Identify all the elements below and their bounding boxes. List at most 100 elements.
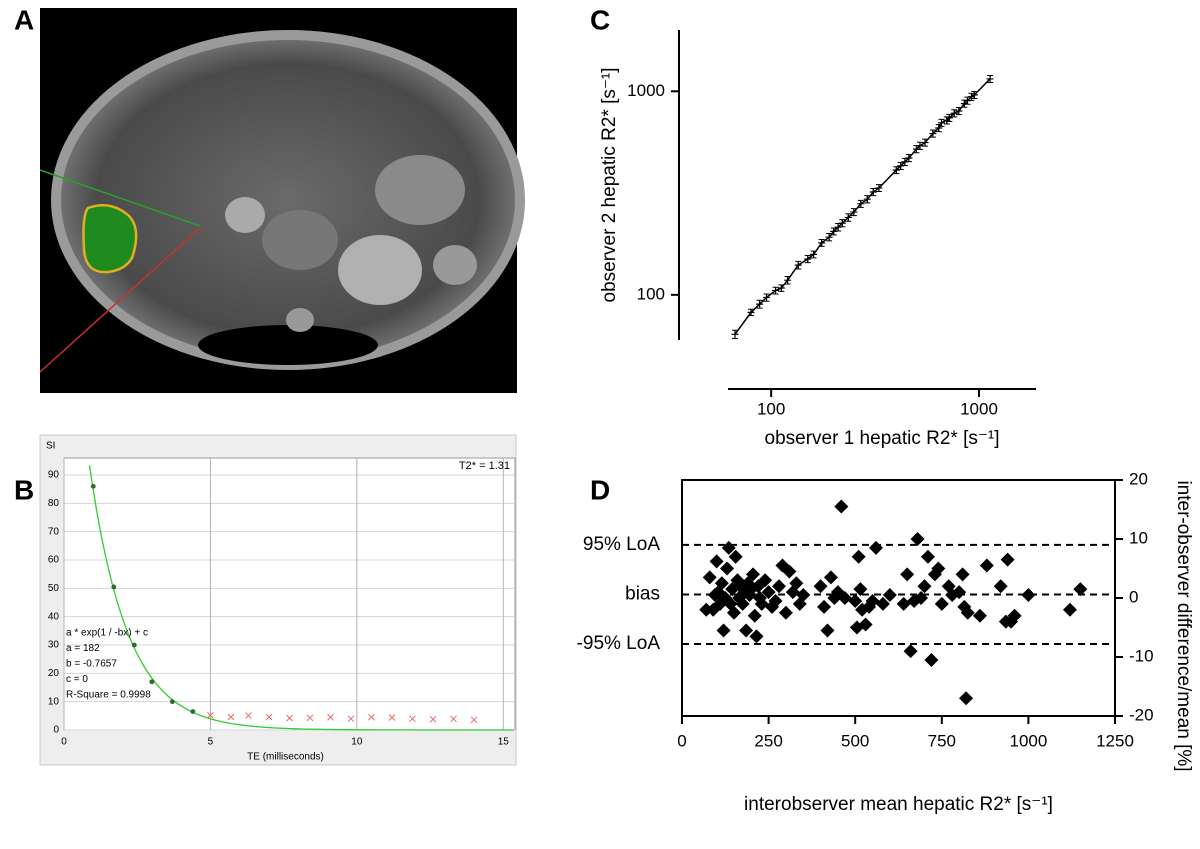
point (756, 300, 764, 308)
point (955, 107, 963, 115)
point (768, 593, 783, 608)
point (882, 588, 897, 603)
point (306, 714, 314, 722)
point (368, 713, 375, 721)
x-tick-label: 1000 (960, 399, 998, 418)
point (721, 540, 736, 555)
x-tick-label: 750 (928, 731, 956, 750)
point (853, 582, 868, 597)
point (190, 709, 196, 714)
point (771, 579, 786, 594)
point (169, 699, 175, 705)
x-tick-label: 250 (754, 731, 782, 750)
roi (82, 203, 138, 274)
point (763, 294, 771, 302)
x-tick-label: 0 (61, 737, 67, 748)
point (709, 554, 724, 569)
point (869, 188, 877, 196)
point (900, 567, 915, 582)
x-tick-label: 10 (351, 737, 363, 748)
point (388, 714, 396, 721)
image-shadow (198, 325, 378, 365)
point (1021, 588, 1036, 603)
point (716, 623, 731, 638)
x-tick-label: 500 (841, 731, 869, 750)
point (934, 596, 949, 611)
fit-text: R-Square = 0.9998 (66, 690, 151, 701)
y-tick-label: 1000 (627, 81, 665, 100)
point (1073, 582, 1088, 597)
point (784, 276, 792, 284)
point (789, 576, 804, 591)
point (777, 284, 785, 292)
point (938, 119, 946, 127)
point (720, 561, 735, 576)
point (450, 715, 457, 723)
point (945, 114, 953, 122)
point (747, 308, 755, 316)
point (207, 711, 214, 719)
point (993, 579, 1008, 594)
x-tick-label: 1250 (1096, 731, 1134, 750)
point (761, 585, 776, 600)
y-tick-label: -10 (1129, 646, 1154, 665)
point (905, 154, 913, 162)
point (823, 570, 838, 585)
point (960, 100, 968, 108)
x-tick-label: 0 (677, 731, 686, 750)
fit-text: a = 182 (66, 643, 100, 654)
point (90, 483, 96, 489)
point (834, 499, 849, 514)
organ (286, 308, 314, 332)
organ (338, 235, 422, 305)
x-tick-label: 5 (208, 737, 214, 748)
y-tick-label: 20 (48, 668, 60, 679)
x-axis-label: interobserver mean hepatic R2* [s⁻¹] (744, 794, 1053, 815)
point (857, 200, 865, 208)
point (739, 623, 754, 638)
point (959, 691, 974, 706)
point (265, 713, 273, 721)
reference-label: 95% LoA (583, 534, 660, 555)
point (931, 561, 946, 576)
point (286, 714, 293, 722)
point (813, 579, 828, 594)
point (920, 549, 935, 564)
point (917, 579, 932, 594)
point (865, 593, 880, 608)
point (820, 623, 835, 638)
point (979, 558, 994, 573)
fit-text: a * exp(1 / -bx) + c (66, 628, 148, 639)
point (728, 549, 743, 564)
point (794, 261, 802, 269)
point (735, 596, 750, 611)
annotation: T2* = 1.31 (459, 460, 510, 472)
point (935, 124, 943, 132)
point (875, 184, 883, 192)
y-tick-label: 0 (53, 725, 59, 736)
point (749, 629, 764, 644)
point (848, 593, 863, 608)
y-axis-label: inter-observer difference/mean [%] (1173, 480, 1194, 771)
point (726, 605, 741, 620)
point (868, 540, 883, 555)
point (817, 599, 832, 614)
point (950, 109, 958, 117)
panel-label: B (14, 474, 34, 505)
mr-image (39, 8, 525, 393)
point (892, 166, 900, 174)
point (131, 642, 137, 648)
y-axis-label: observer 2 hepatic R2* [s⁻¹] (599, 68, 620, 303)
point (929, 130, 937, 138)
y-tick-label: 10 (1129, 528, 1148, 547)
point (245, 712, 252, 719)
point (921, 139, 929, 147)
point (863, 195, 871, 203)
x-tick-label: 100 (757, 399, 785, 418)
point (746, 567, 761, 582)
point (758, 573, 773, 588)
x-tick-label: 15 (498, 737, 510, 748)
y-tick-label: 100 (637, 284, 665, 303)
